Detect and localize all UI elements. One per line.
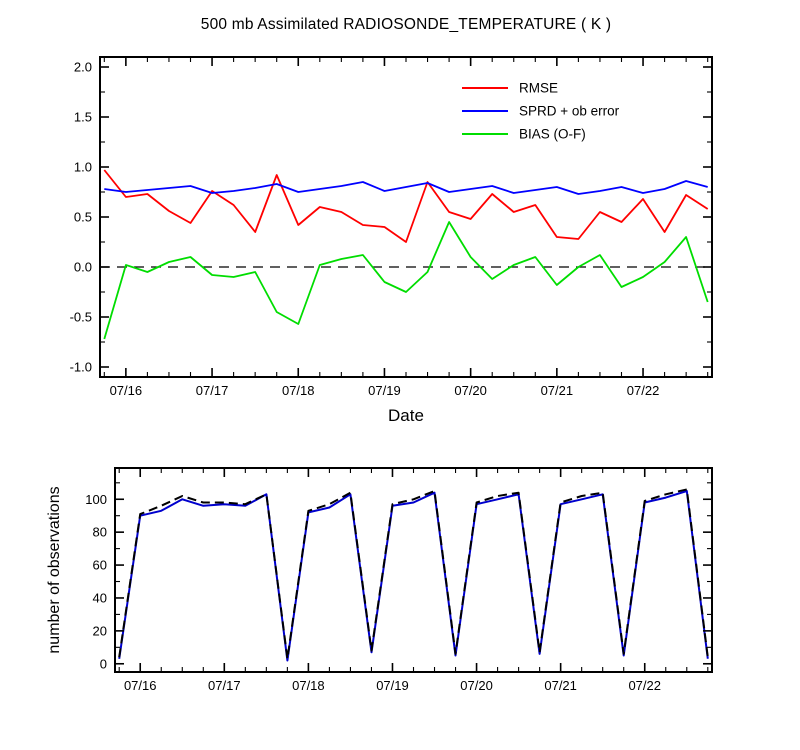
y-tick-label: 0.0 [74, 260, 92, 275]
x-tick-label: 07/17 [208, 678, 241, 693]
y-tick-label: 20 [93, 623, 107, 638]
x-tick-label: 07/22 [628, 678, 661, 693]
chart-title: 500 mb Assimilated RADIOSONDE_TEMPERATUR… [200, 16, 612, 33]
x-tick-label: 07/16 [110, 383, 143, 398]
series-observations-assimilated-solid [118, 490, 709, 662]
x-axis-label-date: Date [388, 406, 424, 425]
series-observations-total-dashed [118, 488, 709, 660]
x-tick-label: 07/21 [541, 383, 574, 398]
y-axis-label-observations: number of observations [46, 486, 63, 654]
x-tick-label: 07/19 [368, 383, 401, 398]
y-tick-label: 0 [100, 656, 107, 671]
y-tick-label: 60 [93, 558, 107, 573]
x-tick-label: 07/20 [460, 678, 493, 693]
legend-label-rmse: RMSE [519, 81, 558, 96]
x-tick-label: 07/17 [196, 383, 229, 398]
y-tick-label: 1.0 [74, 160, 92, 175]
x-tick-label: 07/16 [124, 678, 157, 693]
series-bias-o-f [103, 221, 709, 340]
series-sprd-ob-error [104, 180, 708, 195]
y-tick-label: 0.5 [74, 210, 92, 225]
series-rmse [103, 169, 709, 243]
legend-label-bias-o-f: BIAS (O-F) [519, 127, 586, 142]
y-tick-label: 1.5 [74, 110, 92, 125]
y-tick-label: -1.0 [70, 360, 92, 375]
y-tick-label: -0.5 [70, 310, 92, 325]
y-tick-label: 2.0 [74, 60, 92, 75]
x-tick-label: 07/22 [627, 383, 660, 398]
x-tick-label: 07/18 [292, 678, 325, 693]
x-tick-label: 07/18 [282, 383, 315, 398]
y-tick-label: 80 [93, 525, 107, 540]
x-tick-label: 07/20 [454, 383, 487, 398]
x-tick-label: 07/21 [544, 678, 577, 693]
y-tick-label: 40 [93, 590, 107, 605]
plot-frame [99, 56, 713, 378]
y-tick-label: 100 [85, 492, 107, 507]
x-tick-label: 07/19 [376, 678, 409, 693]
legend-label-sprd-ob-error: SPRD + ob error [519, 104, 620, 119]
